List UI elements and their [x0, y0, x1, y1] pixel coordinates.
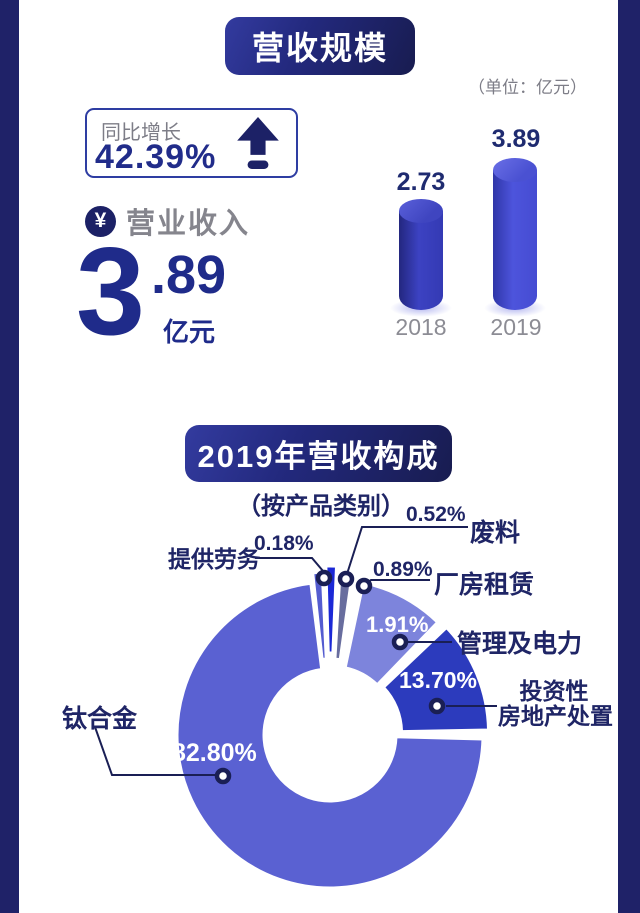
donut-slice-0	[311, 570, 328, 661]
label-connector-5	[94, 726, 216, 776]
bar-value-2019: 3.89	[491, 125, 541, 153]
slice-label-real-estate: 投资性 房地产处置	[498, 678, 613, 729]
revenue-integer: 3	[76, 223, 145, 361]
label-connector-1	[346, 526, 468, 575]
slice-marker-dot-3	[391, 633, 409, 651]
slice-marker-dot-4	[428, 697, 446, 715]
revenue-big-number: 3 .89 亿元	[76, 223, 227, 361]
slice-marker-dot-1	[337, 570, 355, 588]
donut-slice-3	[343, 581, 440, 687]
slice-label-services: 提供劳务	[168, 546, 260, 572]
revenue-unit: 亿元	[162, 317, 215, 347]
yoy-growth-label: 同比增长	[101, 122, 181, 144]
arrow-up-icon	[237, 117, 279, 170]
slice-pct-scrap: 0.52%	[406, 503, 466, 526]
label-connector-0	[255, 557, 324, 572]
operating-revenue-row: ¥ 营业收入	[85, 200, 250, 242]
yoy-growth-value: 42.39%	[95, 138, 217, 176]
slice-pct-titanium-alloy: 82.80%	[172, 739, 257, 767]
composition-subtitle: （按产品类别）	[237, 493, 405, 520]
slice-marker-dot-2	[355, 577, 373, 595]
slice-pct-real-estate: 13.70%	[399, 667, 478, 693]
right-edge-stripe	[618, 0, 640, 913]
donut-slice-5	[175, 581, 485, 890]
section-title-composition: 2019年营收构成	[185, 425, 452, 482]
slice-label-scrap: 废料	[470, 519, 521, 547]
bar-year-2019: 2019	[490, 314, 542, 340]
slice-label-titanium-alloy: 钛合金	[62, 705, 138, 733]
section-title-revenue-scale: 营收规模	[225, 17, 415, 75]
yoy-growth-card: 同比增长 42.39%	[85, 108, 298, 178]
slice-marker-dot-0	[315, 569, 333, 587]
slice-label-management-power: 管理及电力	[457, 630, 583, 658]
slice-pct-factory-lease: 0.89%	[373, 558, 433, 581]
bar-year-2018: 2018	[395, 314, 447, 340]
slice-label-factory-lease: 厂房租赁	[434, 571, 535, 599]
slice-marker-dot-5	[214, 767, 232, 785]
yuan-icon: ¥	[85, 205, 116, 237]
left-edge-stripe	[0, 0, 19, 913]
bar-value-2018: 2.73	[396, 168, 446, 196]
donut-slice-1	[324, 564, 339, 655]
operating-revenue-label: 营业收入	[126, 208, 251, 240]
unit-note: （单位：亿元）	[468, 78, 587, 97]
slice-pct-management-power: 1.91%	[366, 612, 429, 637]
revenue-decimal: .89	[150, 245, 227, 305]
slice-pct-services: 0.18%	[254, 532, 314, 555]
